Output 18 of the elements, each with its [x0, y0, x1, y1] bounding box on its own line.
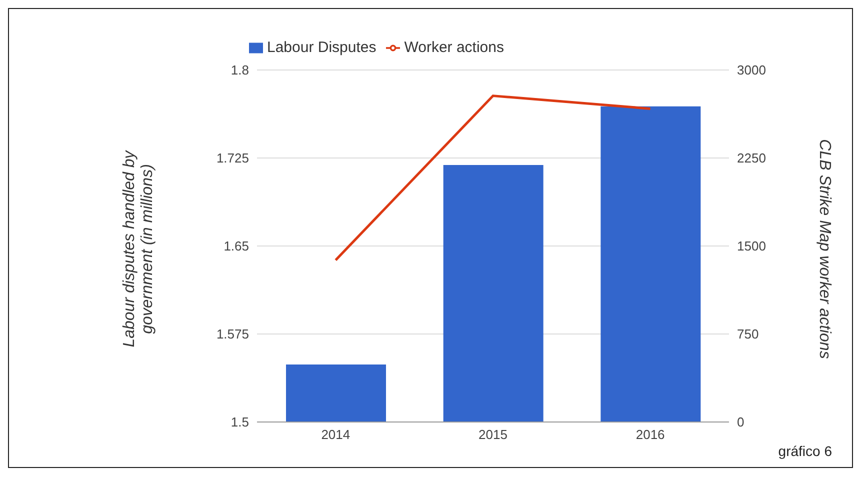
y-tick-label: 1.65: [224, 238, 249, 254]
y2-tick-label: 1500: [737, 238, 766, 254]
x-tick-label: 2016: [636, 427, 665, 442]
y-tick-label: 1.725: [216, 150, 249, 166]
y2-tick-label: 0: [737, 414, 744, 430]
legend-label: Worker actions: [404, 39, 504, 56]
y2-tick-label: 750: [737, 326, 759, 342]
x-tick-label: 2014: [321, 427, 350, 442]
y-tick-label: 1.575: [216, 326, 249, 342]
x-tick-label: 2015: [478, 427, 508, 442]
y2-tick-label: 2250: [737, 150, 766, 166]
y-tick-label: 1.5: [230, 414, 249, 430]
y2-tick-label: 3000: [737, 62, 766, 78]
y-axis-title: Labour disputes handled by government (in millions): [121, 149, 157, 350]
y2-axis-title: CLB Strike Map worker actions: [815, 139, 834, 359]
legend-label: Labour Disputes: [267, 39, 376, 56]
y-tick-label: 1.8: [230, 62, 249, 78]
text: gráfico 6: [778, 443, 832, 459]
